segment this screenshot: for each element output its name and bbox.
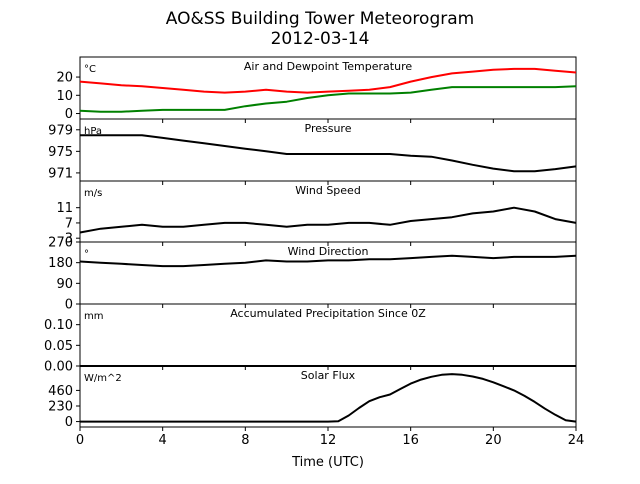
series-line-1 xyxy=(79,206,577,234)
series-line-1 xyxy=(79,254,577,268)
panel-unit: mm xyxy=(84,311,103,322)
y-tick-label: 0.05 xyxy=(44,339,73,354)
y-tick-label: 975 xyxy=(48,145,73,160)
x-tick-label: 12 xyxy=(320,433,337,448)
panel-title: Wind Direction xyxy=(288,245,369,258)
y-tick-label: 0.00 xyxy=(44,360,73,375)
panel-title: Accumulated Precipitation Since 0Z xyxy=(230,307,426,320)
figure-date: 2012-03-14 xyxy=(271,29,370,49)
y-tick-label: 270 xyxy=(48,236,73,251)
x-tick-label: 8 xyxy=(241,433,249,448)
x-axis-label: Time (UTC) xyxy=(291,455,364,470)
panel-unit: W/m^2 xyxy=(84,373,122,384)
panel-title: Pressure xyxy=(305,122,352,135)
panel-unit: m/s xyxy=(84,188,102,199)
panel-title: Air and Dewpoint Temperature xyxy=(244,60,412,73)
y-tick-label: 0 xyxy=(65,107,73,122)
panel-unit: hPa xyxy=(84,126,102,137)
panel-unit: °C xyxy=(84,64,96,75)
y-tick-label: 230 xyxy=(48,399,73,414)
y-tick-label: 971 xyxy=(48,166,73,181)
panel-1: 0 10 20 Air and Dewpoint Temperature °C xyxy=(56,56,577,123)
series-line-1 xyxy=(80,373,577,423)
y-tick-label: 460 xyxy=(48,384,73,399)
y-tick-label: 90 xyxy=(56,277,73,292)
y-tick-label: 3 xyxy=(65,232,73,247)
panel-5: 0.00 0.05 0.10 Accumulated Precipitation Si… xyxy=(44,303,577,375)
panel-4: 0 90 180 270 Wind Direction ° xyxy=(48,236,577,313)
x-tick-label: 4 xyxy=(159,433,167,448)
panel-title: Solar Flux xyxy=(301,369,356,382)
panel-unit: ° xyxy=(84,249,89,260)
y-tick-label: 11 xyxy=(56,201,73,216)
x-tick-label: 16 xyxy=(402,433,419,448)
y-tick-label: 180 xyxy=(48,256,73,271)
y-tick-label: 20 xyxy=(56,71,73,86)
series-line-1 xyxy=(80,134,577,173)
y-tick-label: 0 xyxy=(65,415,73,430)
panel-2: 971 975 979 Pressure hPa xyxy=(48,118,577,185)
y-tick-label: 979 xyxy=(48,123,73,138)
x-tick-label: 24 xyxy=(568,433,585,448)
series-line-2 xyxy=(79,85,577,113)
figure-title: AO&SS Building Tower Meteorogram xyxy=(166,9,474,29)
x-tick-label: 0 xyxy=(76,433,84,448)
x-tick-label: 20 xyxy=(485,433,502,448)
y-tick-label: 0.10 xyxy=(44,318,73,333)
y-tick-label: 0 xyxy=(65,298,73,313)
y-tick-label: 10 xyxy=(56,89,73,104)
series-line-1 xyxy=(79,67,577,94)
panel-title: Wind Speed xyxy=(295,184,361,197)
y-tick-label: 7 xyxy=(65,216,73,231)
